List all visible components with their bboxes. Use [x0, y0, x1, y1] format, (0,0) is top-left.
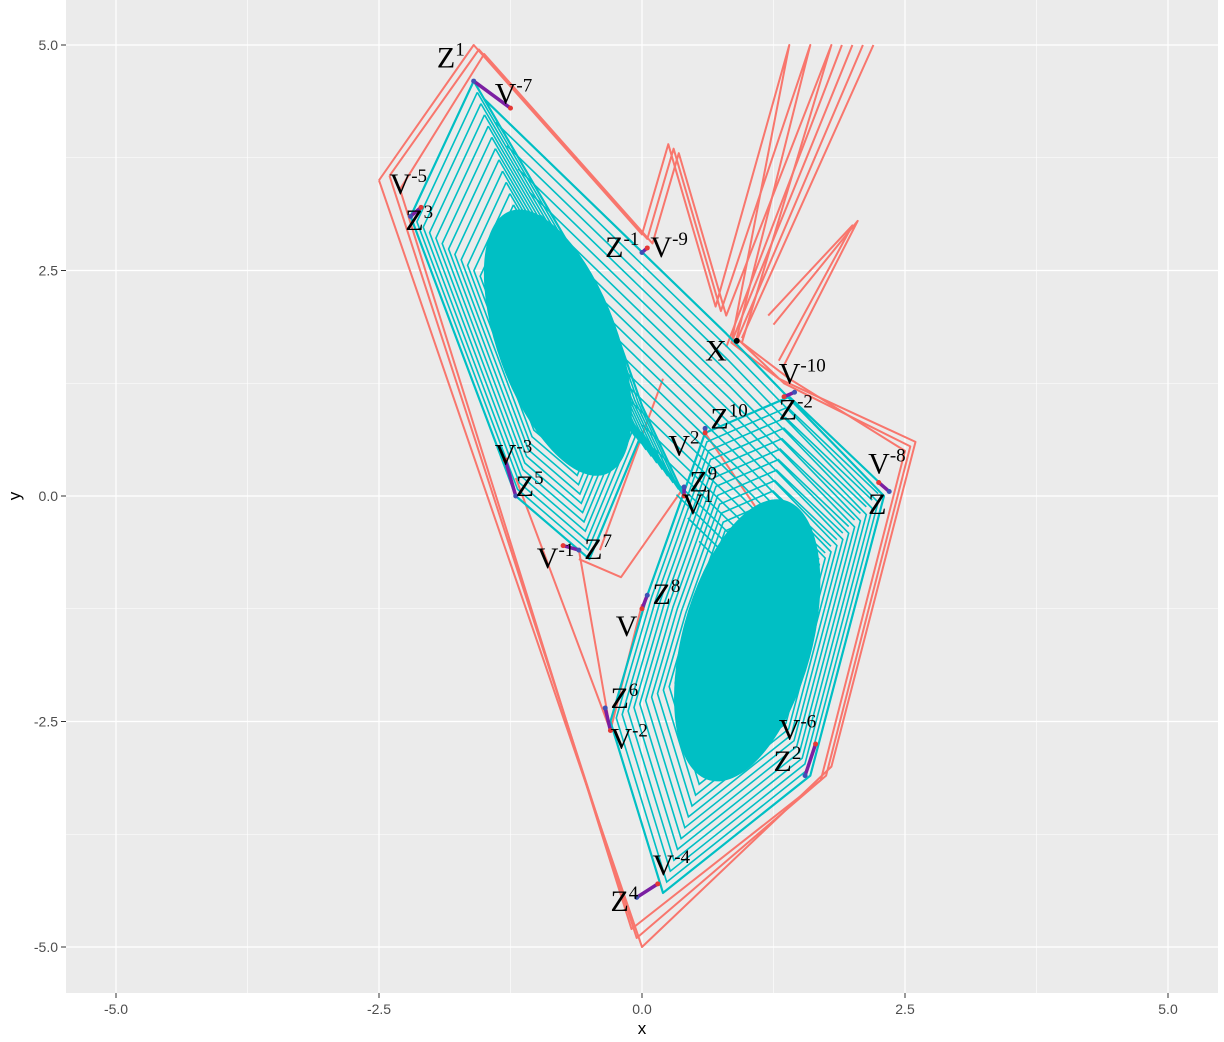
z-point: [408, 213, 414, 219]
inner-spiral-right: [574, 284, 838, 808]
x-axis-title: x: [638, 1019, 647, 1038]
z-point: [886, 488, 892, 494]
v-point: [813, 741, 819, 747]
point-label: X: [705, 335, 727, 368]
point-label: V-9: [650, 229, 688, 264]
y-tick-label: -5.0: [34, 939, 58, 955]
z-point: [792, 389, 798, 395]
z-v-segment: [603, 706, 613, 733]
x-tick-label: 2.5: [895, 1001, 915, 1017]
v-point: [607, 728, 613, 734]
outer-trajectory-line: [725, 44, 843, 348]
outer-trajectory-line: [399, 44, 906, 930]
v-point: [702, 430, 708, 436]
inner-spiral-right: [540, 214, 856, 840]
outer-trajectory-line: [730, 44, 854, 344]
v-point: [639, 606, 645, 612]
point-label: V-8: [868, 445, 906, 480]
z-v-segment: [803, 742, 818, 778]
z-point: [513, 493, 519, 499]
point-label: Z9: [689, 463, 717, 498]
x-axis-ticks: -5.0 -2.5 0.0 2.5 5.0: [104, 993, 1178, 1017]
point-label: V-4: [653, 847, 691, 882]
point-label: Z8: [653, 576, 681, 611]
spiral-core: [483, 209, 632, 476]
inner-spiral-right: [562, 261, 844, 819]
v-point: [418, 204, 424, 210]
x-tick-label: -5.0: [104, 1001, 128, 1017]
point-label: Z10: [710, 400, 747, 435]
v-point: [502, 457, 508, 463]
point-label: V-6: [779, 712, 817, 747]
inner-spiral-right: [494, 121, 879, 884]
z-point: [639, 249, 645, 255]
y-tick-label: 5.0: [39, 37, 59, 53]
point-label: Z3: [405, 202, 433, 237]
point-label: V-10: [779, 355, 826, 390]
point-label: V-5: [390, 166, 428, 201]
outer-trajectory-line: [740, 44, 875, 339]
z-v-segment: [561, 543, 581, 552]
point-label: V: [616, 610, 638, 643]
point-label: Z1: [437, 40, 465, 75]
outer-trajectory-line: [767, 224, 854, 362]
z-v-segment: [634, 882, 660, 900]
v-point: [644, 245, 650, 251]
spiral-core: [674, 499, 821, 782]
y-axis-ticks: -5.0 -2.5 0.0 2.5 5.0: [34, 37, 66, 955]
outer-trajectory-line: [772, 219, 859, 366]
point-label: V1: [682, 486, 713, 521]
point-label: Z5: [516, 468, 544, 503]
inner-spiral-right: [517, 168, 868, 862]
inner-spiral-right: [506, 145, 874, 873]
y-axis-title: y: [5, 491, 24, 500]
z-v-segment: [503, 458, 518, 498]
y-tick-label: -2.5: [34, 714, 58, 730]
z-point: [644, 592, 650, 598]
point-label: V-2: [610, 721, 648, 756]
v-point: [560, 543, 566, 549]
v-point: [508, 105, 513, 111]
v-point: [655, 881, 661, 887]
z-point: [634, 894, 640, 900]
x-tick-label: -2.5: [367, 1001, 391, 1017]
outer-trajectory-line: [578, 486, 685, 579]
point-label: V2: [668, 427, 699, 462]
x-point: [733, 337, 740, 344]
z-point: [702, 425, 708, 431]
outer-trajectory-line: [577, 549, 612, 731]
z-point: [802, 773, 808, 779]
outer-trajectory-line: [598, 378, 664, 551]
point-label: V-3: [495, 436, 532, 471]
x-tick-label: 0.0: [632, 1001, 652, 1017]
inner-attractor: [409, 80, 886, 894]
point-label: Z: [868, 488, 886, 521]
inner-trajectory-line: [483, 98, 886, 894]
v-point: [681, 493, 687, 499]
x-tick-label: 5.0: [1158, 1001, 1178, 1017]
point-label: Z6: [610, 680, 638, 715]
outer-trajectory-line: [735, 44, 864, 342]
v-point: [876, 479, 882, 485]
point-label: Z-2: [779, 391, 813, 426]
point-label: Z-1: [605, 229, 639, 264]
point-label: Z7: [584, 531, 612, 566]
z-v-segment: [471, 79, 513, 110]
z-point: [681, 484, 687, 490]
y-tick-label: 0.0: [39, 488, 59, 504]
segments: [408, 78, 892, 900]
y-tick-label: 2.5: [39, 263, 59, 279]
point-label: V-7: [495, 76, 532, 111]
z-point: [576, 547, 582, 553]
point-label: Z4: [610, 883, 638, 918]
v-point: [781, 394, 787, 400]
z-point: [602, 705, 608, 711]
point-label: Z2: [774, 743, 802, 778]
outer-trajectories: [378, 44, 917, 948]
z-point: [471, 78, 477, 84]
point-label: V-1: [537, 540, 575, 575]
inner-spiral-right: [551, 238, 850, 830]
